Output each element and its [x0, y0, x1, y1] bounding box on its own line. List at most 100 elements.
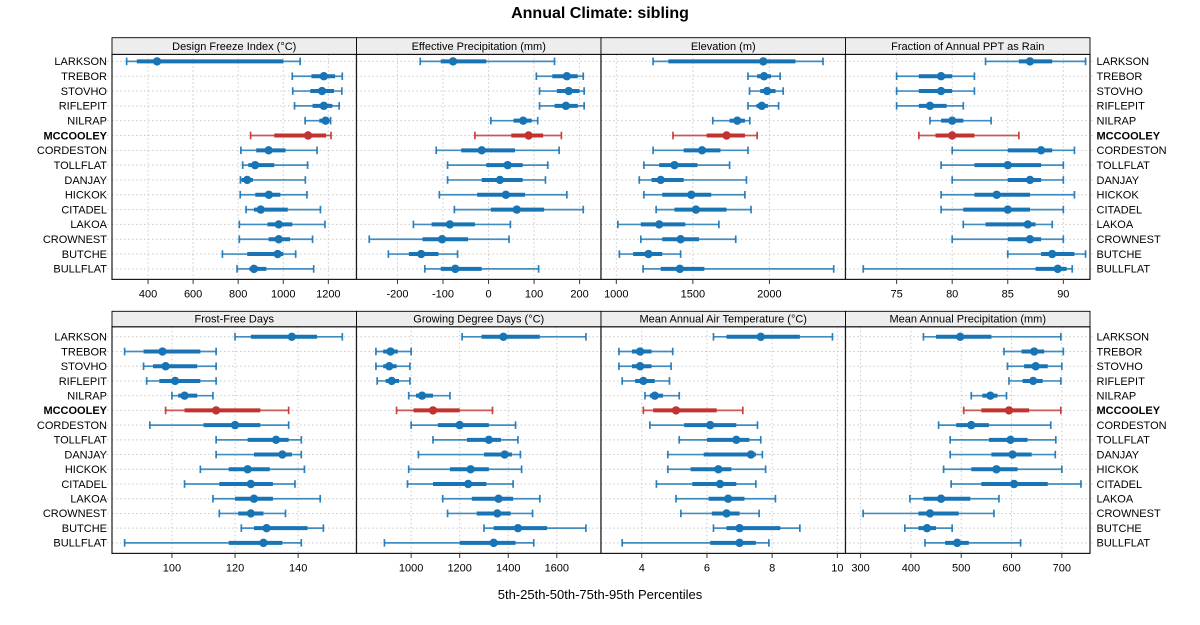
median-dot — [759, 57, 768, 66]
median-dot — [1031, 362, 1040, 371]
median-dot — [455, 420, 464, 430]
station-label-left: BULLFLAT — [53, 264, 107, 276]
strip-label: Mean Annual Air Temperature (°C) — [640, 314, 807, 326]
median-dot — [1023, 220, 1032, 229]
median-dot — [722, 509, 731, 518]
strip-label: Effective Precipitation (mm) — [412, 41, 546, 53]
percentile-row-larkson — [461, 332, 587, 341]
percentile-row-cordeston — [435, 146, 560, 155]
median-dot — [986, 391, 995, 400]
percentile-row-larkson — [984, 57, 1087, 66]
percentile-row-mccooley — [249, 131, 332, 140]
station-label-left: RIFLEPIT — [59, 101, 108, 113]
median-dot — [437, 235, 447, 244]
station-label-left: CROWNEST — [43, 508, 107, 520]
median-dot — [644, 249, 653, 259]
median-dot — [956, 332, 965, 341]
percentile-row-nilrap — [171, 391, 214, 400]
x-tick-label: 600 — [184, 289, 202, 301]
median-dot — [484, 435, 494, 445]
percentile-row-stovho — [1006, 362, 1063, 371]
panel-growing-degree-days-c: 1000 1200 1400 1600 Growing Degree Days (°C) — [355, 310, 602, 575]
station-label-left: TOLLFLAT — [54, 160, 108, 172]
percentile-row-bullflat — [123, 538, 303, 548]
percentile-row-nilrap — [407, 391, 451, 400]
x-tick-label: 500 — [952, 563, 970, 575]
station-label-right: LARKSON — [1097, 56, 1150, 68]
station-label-right: CORDESTON — [1097, 145, 1167, 157]
median-dot — [524, 131, 533, 140]
median-dot — [635, 347, 645, 356]
percentile-row-cordeston — [652, 146, 749, 155]
station-label-left: RIFLEPIT — [59, 376, 108, 388]
median-dot — [264, 146, 273, 155]
median-dot — [1003, 205, 1012, 214]
median-dot — [947, 116, 957, 125]
median-dot — [445, 220, 455, 229]
median-dot — [706, 420, 715, 430]
median-dot — [922, 523, 932, 533]
percentile-row-riflepit — [621, 376, 671, 386]
percentile-row-danjay — [417, 450, 522, 459]
station-label-right: BUTCHE — [1097, 249, 1142, 261]
percentile-row-hickok — [643, 190, 746, 199]
percentile-row-tollflat — [432, 435, 519, 445]
percentile-row-lakoa — [212, 494, 322, 503]
median-dot — [278, 450, 287, 459]
percentile-row-riflepit — [1008, 376, 1062, 386]
x-tick-label: 100 — [163, 563, 181, 575]
percentile-row-hickok — [407, 465, 523, 474]
percentile-row-butche — [387, 249, 459, 259]
panel-effective-precipitation-mm: -200 -100 0 100 200 Effective Precipitation (… — [355, 37, 602, 301]
percentile-row-tollflat — [940, 160, 1065, 170]
percentile-row-larkson — [125, 57, 302, 66]
percentile-row-tollflat — [446, 160, 549, 170]
x-tick-label: 10 — [831, 563, 843, 575]
median-dot — [158, 347, 167, 356]
station-label-left: CITADEL — [61, 204, 107, 216]
median-dot — [1008, 450, 1017, 459]
percentile-row-stovho — [375, 362, 411, 371]
median-dot — [1053, 264, 1062, 274]
percentile-row-hickok — [239, 190, 308, 199]
percentile-row-danjay — [239, 175, 307, 185]
median-dot — [1004, 406, 1014, 415]
percentile-row-citadel — [950, 479, 1082, 489]
median-dot — [271, 435, 281, 445]
station-label-left: LARKSON — [54, 332, 107, 344]
percentile-row-butche — [1006, 249, 1087, 259]
median-dot — [1028, 376, 1038, 386]
percentile-row-lakoa — [616, 220, 720, 229]
percentile-row-tollflat — [643, 160, 731, 170]
station-label-left: MCCOOLEY — [43, 130, 107, 142]
median-dot — [321, 116, 330, 125]
percentile-row-riflepit — [376, 376, 411, 386]
x-tick-label: 1600 — [545, 563, 569, 575]
station-label-right: TREBOR — [1097, 346, 1143, 358]
median-dot — [319, 101, 329, 111]
percentile-row-cordeston — [649, 420, 759, 430]
percentile-row-mccooley — [642, 406, 744, 415]
x-tick-label: 4 — [639, 563, 645, 575]
median-dot — [936, 86, 946, 96]
percentile-row-stovho — [748, 86, 785, 96]
percentile-row-crownest — [639, 235, 737, 244]
median-dot — [735, 523, 744, 533]
median-dot — [493, 509, 502, 518]
percentile-row-cordeston — [149, 420, 290, 430]
percentile-row-crownest — [368, 235, 510, 244]
x-tick-label: 1400 — [496, 563, 520, 575]
station-label-left: DANJAY — [64, 175, 107, 187]
percentile-row-lakoa — [412, 220, 512, 229]
median-dot — [715, 479, 725, 489]
median-dot — [639, 376, 648, 386]
percentile-row-stovho — [538, 86, 586, 96]
median-dot — [1009, 479, 1019, 489]
percentile-row-tollflat — [678, 435, 762, 445]
percentile-row-butche — [240, 523, 325, 533]
median-dot — [512, 205, 521, 214]
station-label-right: BULLFLAT — [1097, 538, 1151, 550]
percentile-row-citadel — [453, 205, 585, 214]
median-dot — [249, 264, 259, 274]
percentile-row-crownest — [238, 235, 314, 244]
